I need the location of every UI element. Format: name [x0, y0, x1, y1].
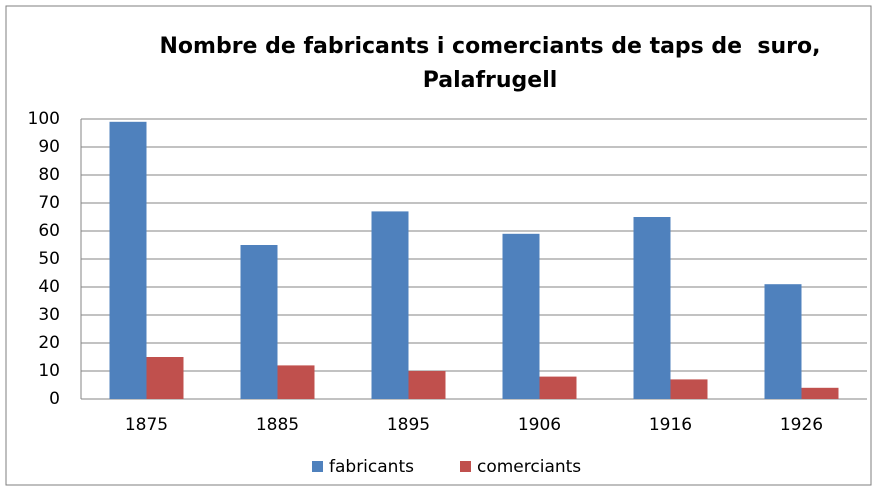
bar: [277, 365, 315, 399]
x-tick-label: 1885: [256, 415, 299, 435]
x-tick-label: 1906: [518, 415, 561, 435]
y-tick-label: 50: [38, 249, 60, 269]
legend-swatch: [460, 461, 471, 472]
bar: [633, 217, 671, 399]
x-tick-label: 1895: [387, 415, 430, 435]
y-tick-label: 70: [38, 193, 60, 213]
legend-label: comerciants: [477, 457, 581, 477]
x-tick-label: 1916: [649, 415, 692, 435]
x-tick-label: 1875: [125, 415, 168, 435]
y-tick-label: 90: [38, 137, 60, 157]
y-tick-label: 40: [38, 277, 60, 297]
y-tick-label: 60: [38, 221, 60, 241]
bar: [371, 211, 409, 399]
chart-border: [5, 5, 872, 486]
bar: [670, 379, 708, 399]
y-tick-label: 10: [38, 361, 60, 381]
y-tick-label: 0: [49, 389, 60, 409]
chart-title: Nombre de fabricants i comerciants de ta…: [159, 34, 829, 93]
bar: [109, 121, 147, 400]
bar: [764, 284, 802, 399]
legend-swatch: [312, 461, 323, 472]
x-tick-label: 1926: [780, 415, 823, 435]
bar: [146, 357, 184, 399]
bar: [801, 387, 839, 399]
bar: [539, 376, 577, 399]
bar: [502, 233, 540, 399]
y-tick-label: 100: [28, 109, 60, 129]
y-tick-label: 30: [38, 305, 60, 325]
bar: [240, 245, 278, 399]
bar: [408, 371, 446, 399]
y-tick-label: 20: [38, 333, 60, 353]
legend-label: fabricants: [329, 457, 414, 477]
y-tick-label: 80: [38, 165, 60, 185]
